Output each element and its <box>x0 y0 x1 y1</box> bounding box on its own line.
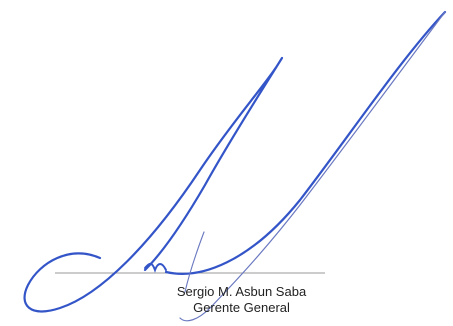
signer-name: Sergio M. Asbun Saba <box>176 284 307 299</box>
signer-title: Gerente General <box>193 300 290 315</box>
signature-stroke-loop <box>23 56 284 313</box>
signature-stroke-m <box>144 262 167 273</box>
signature-stroke-hook <box>184 231 205 293</box>
signature-stroke-rise <box>164 10 447 275</box>
signature-stroke-return <box>179 11 446 322</box>
